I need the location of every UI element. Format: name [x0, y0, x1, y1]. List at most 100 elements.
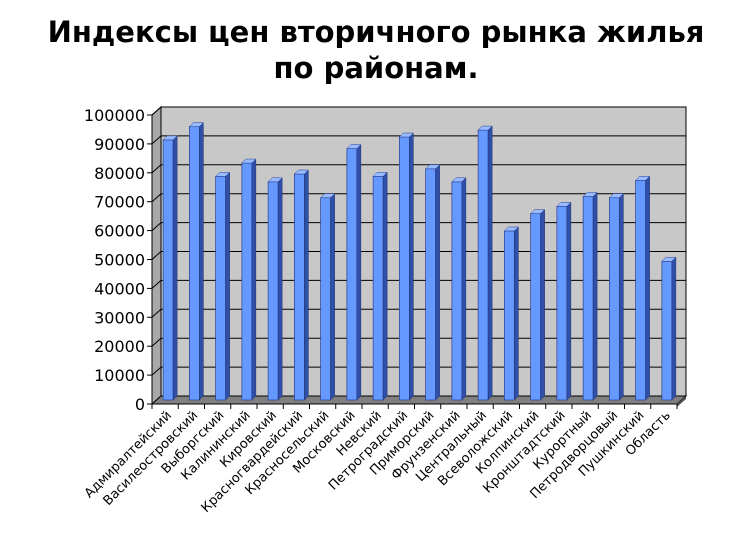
bar	[346, 143, 362, 401]
bar-front	[451, 181, 463, 401]
bar-front	[189, 126, 200, 401]
bar-front	[320, 197, 331, 401]
bar-side	[172, 135, 178, 401]
bar	[451, 177, 467, 401]
y-tick-label: 20000	[94, 337, 145, 356]
gridline	[151, 222, 686, 231]
bar-top	[188, 122, 204, 127]
chart-walls	[150, 105, 688, 407]
bar-side	[199, 122, 204, 401]
bar-top	[661, 257, 677, 262]
bar-top	[556, 202, 572, 207]
y-tick-label: 100000	[84, 106, 145, 125]
bar	[293, 169, 309, 401]
bar-side	[461, 177, 467, 401]
bar-side	[356, 143, 362, 401]
y-tick-label: 50000	[94, 251, 145, 270]
bar-top	[582, 192, 598, 197]
y-tick-label: 30000	[94, 308, 145, 327]
bar-front	[530, 213, 541, 401]
chart-title-line-1: Индексы цен вторичного рынка жилья	[47, 15, 705, 49]
bars	[162, 122, 677, 401]
bar-top	[398, 132, 414, 138]
bar	[530, 208, 546, 401]
bar-top	[372, 172, 388, 177]
bar-side	[645, 175, 650, 401]
bar-side	[382, 171, 388, 401]
bar-side	[277, 177, 283, 401]
y-tick-label: 80000	[94, 164, 145, 183]
bar-top	[320, 193, 336, 198]
bar-front	[635, 180, 646, 401]
bar-front	[425, 168, 436, 401]
gridline	[151, 164, 686, 174]
bar-front	[294, 173, 305, 401]
bar-side	[566, 201, 572, 401]
y-tick-label: 60000	[94, 222, 145, 241]
chart-title-line-2: по районам.	[273, 51, 479, 85]
bar-front	[399, 136, 410, 401]
bar-front	[241, 162, 253, 401]
bar	[582, 191, 598, 401]
bar-side	[592, 191, 598, 401]
bar-top	[635, 176, 651, 181]
bar	[267, 177, 283, 401]
bar	[503, 226, 519, 401]
bar	[162, 135, 178, 401]
bar-top	[530, 209, 546, 214]
y-tick-label: 70000	[94, 193, 145, 212]
bar	[241, 158, 257, 401]
bar-top	[162, 135, 178, 141]
bar-front	[215, 175, 226, 401]
bar-top	[608, 193, 624, 198]
bar-top	[346, 144, 362, 149]
bar-side	[514, 226, 519, 401]
bar	[661, 256, 677, 401]
bar-top	[503, 226, 519, 232]
chart-title: Индексы цен вторичного рынка жилья по ра…	[0, 14, 752, 86]
bar-top	[425, 164, 441, 170]
bar-top	[451, 177, 467, 183]
bar	[635, 175, 651, 401]
y-tick-label: 10000	[94, 366, 145, 385]
bar	[608, 193, 624, 401]
floor	[150, 395, 688, 405]
gridline	[151, 193, 686, 203]
y-axis-ticks: 0 10000 20000 30000 40000 50000 60000 70000 8000…	[84, 106, 152, 414]
bar-side	[225, 171, 230, 401]
bar	[215, 171, 231, 401]
bar-front	[372, 175, 384, 401]
bar-side	[671, 256, 677, 401]
bar-top	[267, 177, 283, 183]
bar-top	[477, 125, 493, 131]
bar-front	[346, 148, 358, 401]
bar-side	[487, 125, 493, 401]
bar-side	[304, 169, 309, 401]
gridline	[151, 135, 686, 145]
x-axis-labels: АдмиралтейскийВасилеостровскийВыборгский…	[82, 404, 678, 516]
bar	[188, 122, 204, 401]
bar-front	[582, 196, 594, 401]
bar-side	[619, 193, 624, 401]
bar	[398, 132, 414, 401]
bar-side	[540, 208, 545, 401]
bar-front	[504, 230, 515, 401]
gridline	[151, 106, 686, 116]
bar-front	[609, 197, 620, 401]
floor-edge	[677, 396, 686, 407]
bar-top	[293, 169, 309, 175]
bar	[372, 171, 388, 401]
bar-front	[556, 206, 568, 401]
bar	[556, 201, 572, 401]
y-tick-label: 40000	[94, 279, 145, 298]
bar-front	[477, 129, 489, 401]
bar-side	[251, 158, 257, 401]
y-tick-label: 0	[135, 395, 145, 414]
bar-front	[661, 260, 673, 401]
bar-front	[267, 181, 279, 401]
y-tick-label: 90000	[94, 135, 145, 154]
bar-side	[409, 132, 414, 401]
bar	[477, 125, 493, 401]
bar	[320, 193, 336, 401]
